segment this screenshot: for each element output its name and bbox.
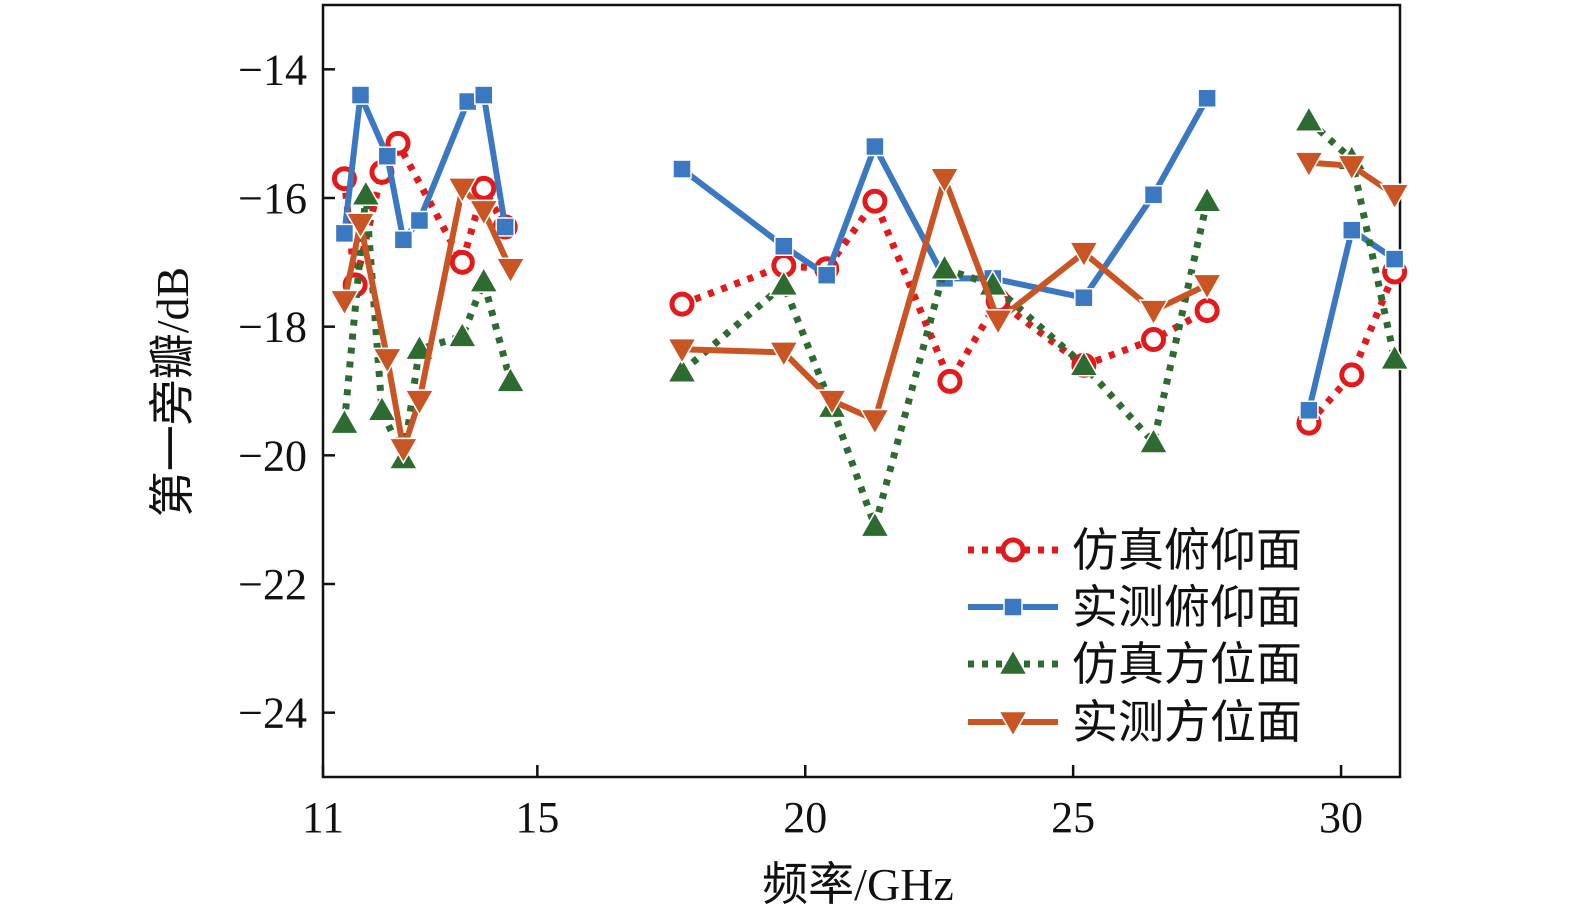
series-4-point [388, 437, 419, 465]
y-axis: −24 −22 −20 −18 −16 −14 [238, 45, 335, 738]
series-3-point [1379, 343, 1410, 371]
series-3-point [666, 356, 698, 383]
legend-item-3: 仿真方位面 [968, 639, 1302, 690]
x-tick-label: 15 [515, 793, 559, 842]
series-4-point [929, 167, 960, 195]
series-4-point [447, 177, 478, 204]
series-2-point [865, 136, 885, 157]
series-2-point [409, 210, 430, 231]
series-2-point [1074, 287, 1094, 308]
series-4-point [1336, 154, 1368, 182]
series-2-point [774, 236, 794, 256]
series-3-point [859, 510, 891, 538]
series-2-point [1143, 185, 1164, 205]
series-2-point [473, 85, 494, 105]
series-4-point [345, 212, 376, 240]
series-3-point [1191, 185, 1223, 213]
series-1-point [1141, 327, 1167, 353]
y-axis-title: 第一旁瓣/dB [147, 267, 198, 517]
series-3-point [447, 320, 478, 348]
series-4-point [1379, 183, 1410, 211]
legend-item-1: 仿真俯仰面 [968, 525, 1302, 576]
series-1-point [937, 368, 963, 394]
series-4-point [859, 408, 891, 436]
legend-marker [1003, 597, 1023, 617]
legend-marker [1000, 537, 1026, 563]
series-3-point [1293, 105, 1325, 133]
series-2-point [495, 217, 515, 237]
series-4 [329, 151, 1410, 465]
legend-item-4: 实测方位面 [968, 697, 1302, 748]
y-tick-label: −24 [238, 689, 307, 738]
series-4-point [1138, 299, 1169, 327]
series-2-point [393, 230, 414, 250]
series-1-point [471, 175, 497, 201]
series-2-point [1342, 220, 1362, 240]
series-1-point [669, 291, 695, 317]
series-3-point [329, 407, 360, 435]
series-4-point [982, 308, 1014, 336]
series-2-point [350, 85, 371, 105]
series-2-point [816, 265, 837, 285]
series-2-point [672, 159, 692, 179]
legend-label: 实测俯仰面 [1072, 582, 1302, 633]
series-3-point [1068, 349, 1100, 377]
series-3-point [468, 266, 500, 293]
series-1-point [1194, 298, 1220, 324]
series-4-point [1293, 151, 1325, 179]
series-1-point [862, 188, 888, 214]
x-tick-label: 20 [783, 793, 827, 842]
series-3 [329, 105, 1410, 538]
series-1-point [1339, 362, 1365, 388]
series-1-point [449, 249, 475, 275]
legend-marker [997, 710, 1029, 738]
y-tick-label: −14 [238, 45, 307, 94]
series-3-point [929, 253, 960, 281]
series-4-point [666, 337, 698, 365]
legend-label: 仿真俯仰面 [1072, 525, 1302, 576]
series-3-point [768, 269, 800, 297]
series-2-point [457, 91, 478, 112]
series-4-point [495, 257, 526, 285]
series-4-point [1191, 273, 1223, 301]
y-tick-label: −18 [238, 303, 307, 352]
x-axis: 11 15 20 25 30 [302, 765, 1363, 842]
series-4-point [404, 389, 435, 417]
series-3-point [366, 394, 398, 422]
legend-label: 实测方位面 [1072, 697, 1302, 748]
series-layer [329, 85, 1410, 538]
series-2-point [334, 223, 355, 244]
legend-label: 仿真方位面 [1072, 639, 1302, 690]
series-2-point [1384, 249, 1405, 269]
series-3-point [1138, 426, 1169, 454]
series-3-point [350, 179, 382, 207]
series-4-point [468, 199, 500, 227]
series-2-point [1197, 88, 1217, 109]
x-tick-label: 25 [1051, 793, 1095, 842]
series-2-point [377, 146, 398, 166]
series-2-point [1299, 400, 1319, 421]
plot-area [321, 3, 1402, 779]
x-tick-label: 11 [302, 793, 344, 842]
legend-marker [997, 648, 1029, 676]
x-tick-label: 30 [1319, 793, 1363, 842]
x-axis-title: 频率/GHz [762, 859, 954, 910]
series-3-point [495, 365, 526, 393]
y-tick-label: −20 [238, 431, 307, 480]
series-2 [334, 85, 1405, 421]
series-4-point [816, 389, 848, 417]
y-tick-label: −22 [238, 560, 307, 609]
legend-item-2: 实测俯仰面 [968, 582, 1302, 633]
y-tick-label: −16 [238, 174, 307, 223]
series-4-point [768, 341, 800, 368]
series-4-point [329, 289, 360, 317]
series-4-point [372, 347, 403, 375]
plot-frame [321, 3, 1402, 779]
series-4-point [1068, 241, 1100, 269]
